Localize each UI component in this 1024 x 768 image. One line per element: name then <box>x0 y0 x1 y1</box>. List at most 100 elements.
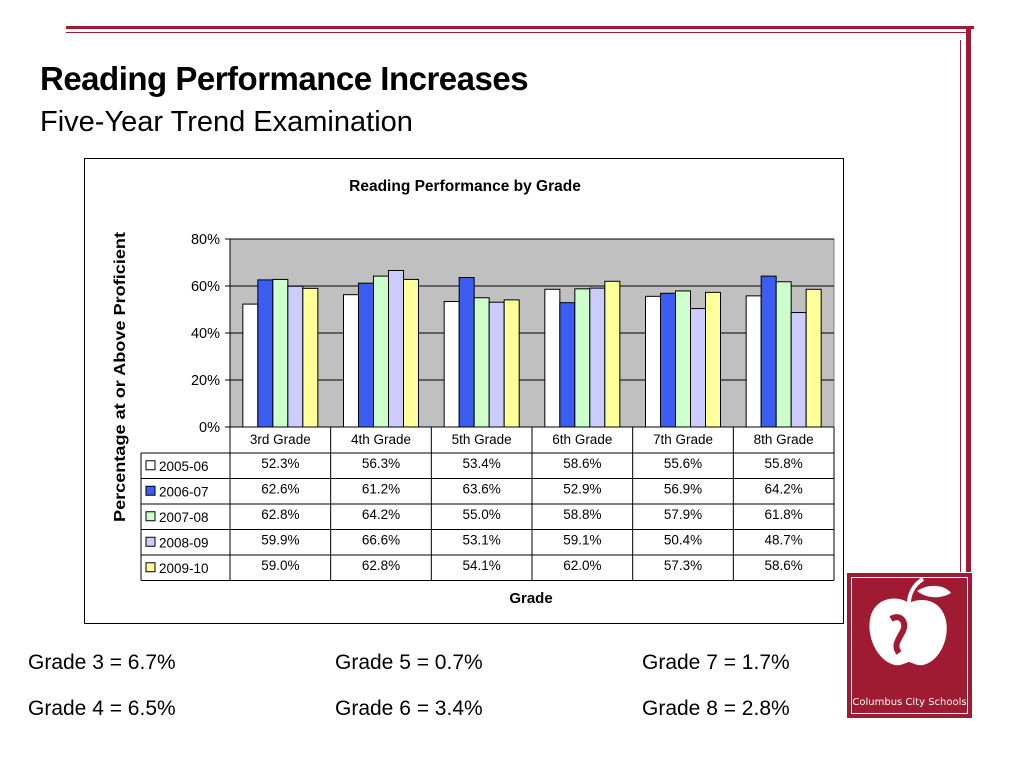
bar <box>760 275 777 428</box>
bar <box>745 295 762 428</box>
data-label: 59.0% <box>261 558 299 573</box>
top-rule-thin <box>66 32 966 33</box>
data-label: 59.1% <box>563 532 601 547</box>
data-label: 58.6% <box>563 456 601 471</box>
legend-key <box>145 511 156 522</box>
bar <box>388 269 404 428</box>
logo-border <box>851 577 968 714</box>
x-tick-label: 7th Grade <box>653 432 713 447</box>
bar <box>775 281 792 428</box>
bar <box>790 312 807 428</box>
y-tick-label: 80% <box>191 232 220 248</box>
footnote-grade-3: Grade 3 = 6.7% <box>28 651 176 674</box>
legend-key <box>145 562 156 573</box>
data-label: 61.2% <box>362 481 400 496</box>
slide-title: Reading Performance Increases <box>40 60 529 97</box>
bar <box>473 297 490 428</box>
chart-frame: Reading Performance by Grade 0% 20% 40% 60% 8… <box>84 158 844 624</box>
data-label: 57.9% <box>664 507 702 522</box>
data-label: 62.0% <box>563 558 601 573</box>
legend-label: 2005-06 <box>159 459 209 474</box>
legend-label: 2008-09 <box>159 535 209 550</box>
bar <box>660 292 676 428</box>
side-rule-thin <box>960 40 961 572</box>
data-label: 66.6% <box>362 532 400 547</box>
bar <box>544 288 561 428</box>
bar <box>805 288 822 428</box>
bar <box>302 287 319 428</box>
data-label: 62.8% <box>362 558 400 573</box>
x-tick-label: 3rd Grade <box>250 432 311 447</box>
bar <box>503 299 520 428</box>
school-logo: Columbus City Schools <box>846 572 973 719</box>
x-axis-title: Grade <box>509 590 552 607</box>
legend-key <box>145 485 156 496</box>
data-label: 53.1% <box>463 532 501 547</box>
chart-title: Reading Performance by Grade <box>349 178 581 195</box>
data-label: 61.8% <box>765 507 803 522</box>
footnote-grade-5: Grade 5 = 0.7% <box>335 651 483 674</box>
data-label: 50.4% <box>664 532 702 547</box>
data-label: 58.8% <box>563 507 601 522</box>
legend-label: 2009-10 <box>159 561 209 576</box>
bar <box>604 280 621 428</box>
data-label: 62.6% <box>261 481 299 496</box>
footnote-grade-8: Grade 8 = 2.8% <box>642 697 790 720</box>
y-tick-label: 60% <box>191 279 220 295</box>
bar <box>257 279 274 428</box>
data-label: 52.9% <box>563 481 601 496</box>
bar <box>242 303 259 428</box>
footnote-grade-7: Grade 7 = 1.7% <box>642 651 790 674</box>
x-tick-label: 5th Grade <box>452 432 512 447</box>
x-tick-label: 8th Grade <box>754 432 814 447</box>
bar <box>403 278 419 428</box>
data-label: 58.6% <box>765 558 803 573</box>
x-tick-label: 6th Grade <box>552 432 612 447</box>
data-label: 63.6% <box>463 481 501 496</box>
data-label: 64.2% <box>765 481 803 496</box>
data-label: 57.3% <box>664 558 702 573</box>
bar <box>373 275 389 428</box>
bar <box>358 282 374 428</box>
data-label: 55.8% <box>765 456 803 471</box>
top-rule <box>66 26 974 29</box>
bar <box>645 295 661 428</box>
y-tick-label: 0% <box>199 420 220 436</box>
bar <box>675 290 691 428</box>
bar <box>705 291 721 428</box>
legend-label: 2007-08 <box>159 510 209 525</box>
data-label: 59.9% <box>261 532 299 547</box>
bar <box>559 302 576 428</box>
apple-icon <box>869 577 951 666</box>
x-tick-label: 4th Grade <box>351 432 411 447</box>
bar <box>589 287 606 428</box>
bar <box>272 278 289 428</box>
bar <box>287 285 304 428</box>
data-label: 64.2% <box>362 507 400 522</box>
bar <box>488 301 505 428</box>
data-label: 62.8% <box>261 507 299 522</box>
side-rule <box>966 26 971 572</box>
legend-label: 2006-07 <box>159 484 209 499</box>
data-label: 48.7% <box>765 532 803 547</box>
bar <box>443 301 460 428</box>
footnote-grade-6: Grade 6 = 3.4% <box>335 697 483 720</box>
footnote-grade-4: Grade 4 = 6.5% <box>28 697 176 720</box>
y-axis-title: Percentage at or Above Proficient <box>112 232 129 522</box>
data-label: 54.1% <box>463 558 501 573</box>
y-tick-label: 20% <box>191 373 220 389</box>
logo-text: Columbus City Schools <box>852 697 967 708</box>
bar <box>690 308 706 428</box>
bar-chart: Reading Performance by Grade 0% 20% 40% 60% 8… <box>112 178 835 607</box>
data-label: 55.0% <box>463 507 501 522</box>
legend-key <box>145 460 156 471</box>
data-label: 56.9% <box>664 481 702 496</box>
bar <box>574 288 591 428</box>
legend-key <box>145 536 156 547</box>
bar <box>343 294 359 428</box>
data-label: 55.6% <box>664 456 702 471</box>
data-label: 53.4% <box>463 456 501 471</box>
slide-subtitle: Five-Year Trend Examination <box>40 106 413 138</box>
bar <box>458 277 475 428</box>
data-label: 56.3% <box>362 456 400 471</box>
